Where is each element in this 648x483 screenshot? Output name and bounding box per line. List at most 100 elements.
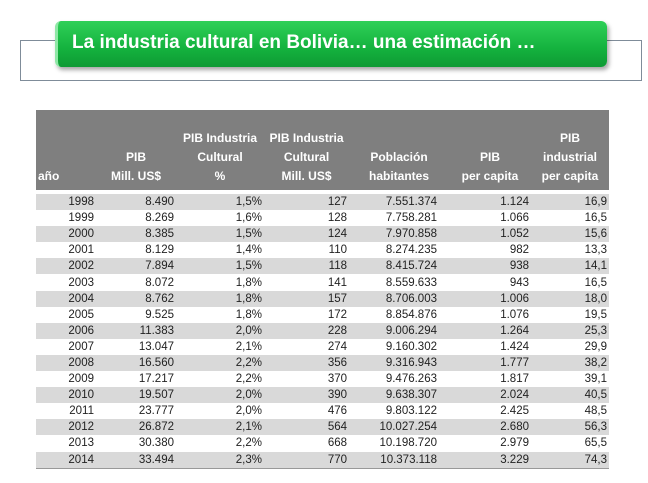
table-cell: 8.274.235 xyxy=(385,244,437,257)
table-cell: 19,5 xyxy=(584,308,607,321)
table-cell: 19.507 xyxy=(96,387,176,404)
table-cell: 128 xyxy=(327,212,347,225)
table-cell: 2005 xyxy=(68,308,94,321)
table-cell: 2013 xyxy=(68,437,94,450)
title-banner: La industria cultural en Bolivia… una es… xyxy=(55,21,607,67)
table-cell: 15,6 xyxy=(531,226,609,243)
table-row: 2010 19.507 2,0% 390 9.638.307 2.024 40,5 xyxy=(36,387,609,404)
table-cell: 2000 xyxy=(36,226,96,243)
header-line: Población xyxy=(370,150,428,164)
table-cell: 1.076 xyxy=(500,308,529,321)
table-cell: 10.027.254 xyxy=(349,419,449,436)
table-cell: 110 xyxy=(328,244,347,257)
header-line: año xyxy=(38,169,60,183)
table-row: 1999 8.269 1,6% 128 7.758.281 1.066 16,5 xyxy=(36,210,609,226)
table-row: 2012 26.872 2,1% 564 10.027.254 2.680 56,3 xyxy=(36,419,609,436)
table-cell: 18,0 xyxy=(531,290,609,307)
table-row: 2013 30.380 2,2% 668 10.198.720 2.979 65,5 xyxy=(36,435,609,451)
table-cell: 2,2% xyxy=(235,373,262,386)
header-line: % xyxy=(214,169,226,183)
table-cell: 38,2 xyxy=(531,354,609,372)
table-cell: 390 xyxy=(264,387,349,404)
table-cell: 8.706.003 xyxy=(349,290,449,307)
table-cell: 1,5% xyxy=(176,226,264,243)
table-cell: 40,5 xyxy=(531,387,609,404)
page-title: La industria cultural en Bolivia… una es… xyxy=(72,32,536,53)
table-cell: 127 xyxy=(264,194,349,211)
header-line: PIB xyxy=(125,150,146,164)
table-cell: 1,5% xyxy=(176,194,264,211)
table-row: 2001 8.129 1,4% 110 8.274.235 982 13,3 xyxy=(36,242,609,258)
table-cell: 2,2% xyxy=(176,354,264,372)
table-cell: 8.854.876 xyxy=(385,308,437,321)
table-cell: 2,2% xyxy=(235,437,262,450)
table-cell: 2009 xyxy=(68,373,94,386)
table-cell: 1,4% xyxy=(235,244,262,257)
header-row: año PIB Mill. US$ PIB Industria Cultural% PI… xyxy=(36,110,609,190)
table-cell: 16,5 xyxy=(584,276,607,289)
table-cell: 1998 xyxy=(36,194,96,211)
table-cell: 2003 xyxy=(68,276,94,289)
table-cell: 1.052 xyxy=(449,226,531,243)
table-cell: 1,8% xyxy=(176,290,264,307)
table-cell: 564 xyxy=(264,419,349,436)
table-cell: 10.198.720 xyxy=(379,437,437,450)
table-cell: 1.817 xyxy=(500,373,529,386)
table-cell: 65,5 xyxy=(584,437,607,450)
column-header: PIB per capita xyxy=(449,110,531,190)
table-row: 2003 8.072 1,8% 141 8.559.633 943 16,5 xyxy=(36,274,609,290)
table-cell: 8.269 xyxy=(145,212,174,225)
table-cell: 1.777 xyxy=(449,354,531,372)
table-cell: 3.229 xyxy=(449,451,531,469)
header-line: PIB industrial xyxy=(542,131,597,164)
table-row: 2000 8.385 1,5% 124 7.970.858 1.052 15,6 xyxy=(36,226,609,243)
table-cell: 476 xyxy=(327,405,347,418)
table-cell: 23.777 xyxy=(138,405,174,418)
table-cell: 39,1 xyxy=(584,373,607,386)
header-line xyxy=(451,129,529,148)
header-line xyxy=(38,148,94,167)
table-cell: 2.680 xyxy=(449,419,531,436)
table-cell: 124 xyxy=(264,226,349,243)
table-cell: 228 xyxy=(264,322,349,339)
table-cell: 16,9 xyxy=(531,194,609,211)
table-cell: 770 xyxy=(264,451,349,469)
table-cell: 2.024 xyxy=(449,387,531,404)
table-cell: 7.551.374 xyxy=(349,194,449,211)
table-cell: 1999 xyxy=(68,212,94,225)
header-line: PIB xyxy=(479,150,500,164)
table-row: 1998 8.490 1,5% 127 7.551.374 1.124 16,9 xyxy=(36,194,609,211)
table-cell: 9.316.943 xyxy=(349,354,449,372)
table-cell: 9.006.294 xyxy=(349,322,449,339)
table-cell: 33.494 xyxy=(96,451,176,469)
table-row: 2006 11.383 2,0% 228 9.006.294 1.264 25,3 xyxy=(36,322,609,339)
table-cell: 2008 xyxy=(36,354,96,372)
table-cell: 982 xyxy=(509,244,529,257)
header-line: habitantes xyxy=(368,169,429,183)
header-line: Mill. US$ xyxy=(110,169,161,183)
table-row: 2007 13.047 2,1% 274 9.160.302 1.424 29,9 xyxy=(36,339,609,355)
table-cell: 16,5 xyxy=(584,212,607,225)
header-line: Cultural xyxy=(283,150,330,164)
table-row: 2004 8.762 1,8% 157 8.706.003 1.006 18,0 xyxy=(36,290,609,307)
header-line xyxy=(533,110,607,129)
table-cell: 25,3 xyxy=(531,322,609,339)
table-cell: 14,1 xyxy=(531,258,609,275)
table-cell: 1.006 xyxy=(449,290,531,307)
table-cell: 9.160.302 xyxy=(385,340,437,353)
table-cell: 118 xyxy=(264,258,349,275)
column-header: año xyxy=(36,110,96,190)
table-cell: 16.560 xyxy=(96,354,176,372)
table-cell: 8.490 xyxy=(96,194,176,211)
column-header: PIB Industria Cultural% xyxy=(176,110,264,190)
table-cell: 8.415.724 xyxy=(349,258,449,275)
table-cell: 8.762 xyxy=(96,290,176,307)
table-cell: 17.217 xyxy=(138,373,174,386)
table-cell: 8.385 xyxy=(96,226,176,243)
table-cell: 2010 xyxy=(36,387,96,404)
table-cell: 938 xyxy=(449,258,531,275)
column-header: PIB Industria Cultural Mill. US$ xyxy=(264,110,349,190)
header-line: Mill. US$ xyxy=(281,169,332,183)
table-cell: 2,1% xyxy=(235,340,262,353)
table-cell: 141 xyxy=(327,276,347,289)
